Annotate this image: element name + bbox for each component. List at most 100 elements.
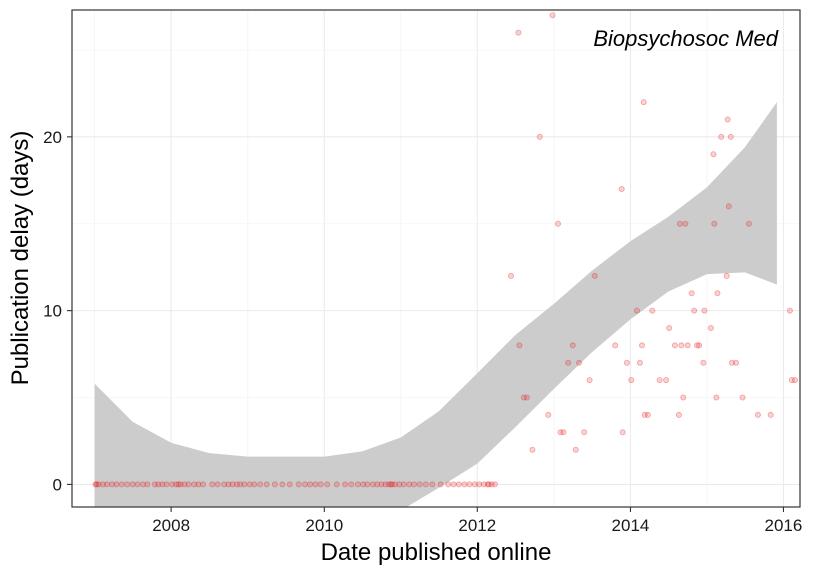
- x-tick-label: 2010: [305, 516, 343, 535]
- data-point: [723, 272, 730, 279]
- data-point: [710, 151, 717, 158]
- data-point: [263, 481, 270, 488]
- data-point: [557, 429, 564, 436]
- data-point: [701, 307, 708, 314]
- panel-border: [71, 9, 801, 508]
- data-point: [286, 481, 293, 488]
- y-axis: 0 10 20: [43, 128, 72, 494]
- data-point: [295, 481, 302, 488]
- data-point: [396, 481, 403, 488]
- data-point: [191, 481, 198, 488]
- data-point: [360, 481, 367, 488]
- data-point: [688, 290, 695, 297]
- data-point: [788, 377, 795, 384]
- data-point: [378, 481, 385, 488]
- data-point: [177, 481, 184, 488]
- data-point: [151, 481, 158, 488]
- data-point: [671, 342, 678, 349]
- data-point: [422, 481, 429, 488]
- data-point: [767, 411, 774, 418]
- data-point: [461, 481, 468, 488]
- data-point: [618, 185, 625, 192]
- smooth-confidence-band: [94, 102, 777, 507]
- data-point: [682, 220, 689, 227]
- data-point: [225, 481, 232, 488]
- data-point: [515, 29, 522, 36]
- data-point: [139, 481, 146, 488]
- data-point: [639, 342, 646, 349]
- data-point: [342, 481, 349, 488]
- data-point: [233, 481, 240, 488]
- data-point: [612, 342, 619, 349]
- data-point: [713, 394, 720, 401]
- data-point: [591, 272, 598, 279]
- scatter-points: [92, 12, 799, 488]
- data-point: [694, 342, 701, 349]
- data-point: [246, 481, 253, 488]
- data-point: [307, 481, 314, 488]
- data-point: [385, 481, 392, 488]
- data-point: [560, 429, 567, 436]
- data-point: [725, 203, 732, 210]
- data-point: [641, 411, 648, 418]
- data-point: [450, 481, 457, 488]
- data-point: [656, 377, 663, 384]
- data-point: [209, 481, 216, 488]
- data-point: [155, 481, 162, 488]
- data-point: [214, 481, 221, 488]
- data-point: [536, 133, 543, 140]
- data-point: [301, 481, 308, 488]
- x-tick-label: 2014: [612, 516, 650, 535]
- data-point: [312, 481, 319, 488]
- data-point: [95, 481, 102, 488]
- data-point: [237, 481, 244, 488]
- data-point: [707, 324, 714, 331]
- data-point: [586, 377, 593, 384]
- data-point: [400, 481, 407, 488]
- data-point: [675, 411, 682, 418]
- data-point: [271, 481, 278, 488]
- data-point: [410, 481, 417, 488]
- data-point: [569, 342, 576, 349]
- data-point: [354, 481, 361, 488]
- data-point: [485, 481, 492, 488]
- data-point: [406, 481, 413, 488]
- data-point: [348, 481, 355, 488]
- data-point: [745, 220, 752, 227]
- x-axis-title: Date published online: [321, 539, 552, 566]
- data-point: [382, 481, 389, 488]
- data-point: [387, 481, 394, 488]
- data-point: [739, 394, 746, 401]
- data-point: [516, 342, 523, 349]
- x-tick-label: 2012: [458, 516, 496, 535]
- data-point: [727, 133, 734, 140]
- data-point: [416, 481, 423, 488]
- data-point: [388, 481, 395, 488]
- data-point: [545, 411, 552, 418]
- data-point: [491, 481, 498, 488]
- data-point: [644, 411, 651, 418]
- data-point: [181, 481, 188, 488]
- data-point: [168, 481, 175, 488]
- data-point: [279, 481, 286, 488]
- data-point: [455, 481, 462, 488]
- data-point: [471, 481, 478, 488]
- data-point: [623, 359, 630, 366]
- data-point: [640, 99, 647, 106]
- data-point: [572, 446, 579, 453]
- data-point: [691, 307, 698, 314]
- data-point: [684, 342, 691, 349]
- data-point: [728, 359, 735, 366]
- data-point: [507, 272, 514, 279]
- data-point: [733, 359, 740, 366]
- data-point: [520, 394, 527, 401]
- data-point: [100, 481, 107, 488]
- data-point: [185, 481, 192, 488]
- data-point: [529, 446, 536, 453]
- data-point: [696, 342, 703, 349]
- data-point: [523, 394, 530, 401]
- data-point: [678, 342, 685, 349]
- data-point: [241, 481, 248, 488]
- data-point: [251, 481, 258, 488]
